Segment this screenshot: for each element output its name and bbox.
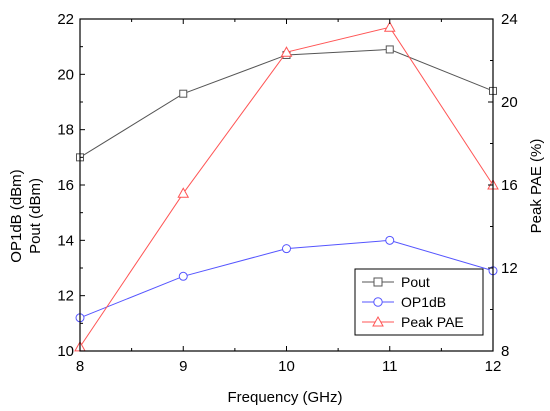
x-axis-label: Frequency (GHz) (227, 389, 342, 406)
x-tick-label: 12 (485, 358, 502, 375)
x-tick-label: 10 (278, 358, 295, 375)
y-left-tick-label: 18 (57, 122, 74, 139)
y-left-tick-label: 10 (57, 343, 74, 360)
data-point-peak-pae (177, 187, 190, 198)
y-axis-right-label: Peak PAE (%) (528, 139, 545, 234)
series-layer (74, 21, 499, 352)
legend: Pout OP1dB Peak PAE (354, 268, 484, 336)
data-point-pout (385, 45, 394, 54)
y-axis-left-label-line2: Pout (dBm) (27, 178, 44, 254)
data-point-op1db (282, 244, 291, 254)
data-point-pout (179, 89, 188, 98)
legend-label-pout: Pout (401, 274, 430, 290)
legend-marker-triangle (372, 315, 384, 327)
y-left-tick-label: 12 (57, 288, 74, 305)
legend-item-op1db: OP1dB (362, 294, 446, 310)
y-right-tick-label: 12 (501, 260, 518, 277)
data-point-peak-pae (280, 46, 293, 57)
data-point-op1db (385, 235, 395, 245)
y-right-tick-label: 24 (501, 11, 518, 28)
y-axis-left-label-line1: OP1dB (dBm) (8, 169, 25, 262)
y-left-tick-label: 16 (57, 177, 74, 194)
legend-marker-square (373, 277, 383, 287)
x-tick-label: 11 (382, 358, 398, 375)
y-left-tick-label: 14 (57, 232, 74, 249)
legend-label-op1db: OP1dB (401, 294, 446, 310)
legend-marker-circle (373, 297, 383, 307)
y-right-tick-label: 20 (501, 94, 518, 111)
y-left-tick-label: 20 (57, 66, 74, 83)
legend-item-pout: Pout (362, 274, 430, 290)
y-right-tick-label: 8 (501, 343, 509, 360)
data-point-op1db (178, 271, 188, 281)
data-point-peak-pae (383, 21, 396, 32)
y-left-tick-label: 22 (57, 11, 74, 28)
x-tick-label: 8 (76, 358, 84, 375)
legend-label-peak-pae: Peak PAE (401, 314, 464, 330)
series-line-pout (79, 48, 494, 158)
legend-item-peak-pae: Peak PAE (362, 314, 464, 330)
y-right-tick-label: 16 (501, 177, 518, 194)
x-tick-label: 9 (179, 358, 187, 375)
